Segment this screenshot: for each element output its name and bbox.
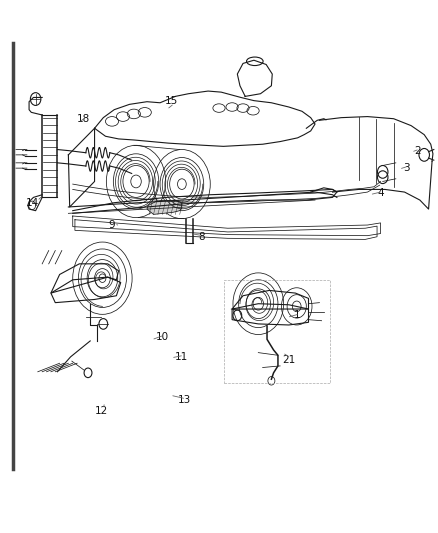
Text: 13: 13 [177,395,191,406]
Text: 3: 3 [403,163,410,173]
Text: 10: 10 [155,332,169,342]
Text: 14: 14 [25,198,39,208]
Text: 4: 4 [377,188,384,198]
Text: 1: 1 [294,310,301,320]
Text: 2: 2 [414,146,421,156]
Text: 11: 11 [175,352,188,362]
Text: 15: 15 [164,95,177,106]
Text: 21: 21 [282,354,296,365]
Polygon shape [147,200,182,214]
Text: 18: 18 [77,114,90,124]
Text: 12: 12 [95,406,108,416]
Text: 9: 9 [109,220,115,230]
Text: 8: 8 [198,232,205,243]
